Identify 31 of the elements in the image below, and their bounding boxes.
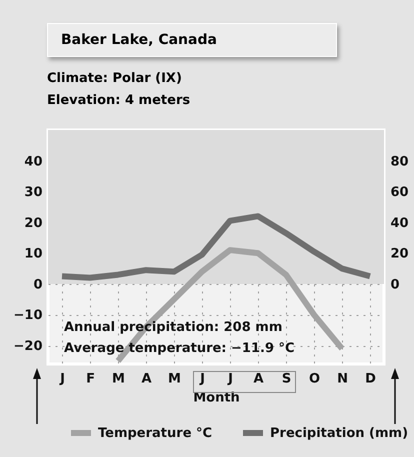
y2-tick-label: 20 [390, 246, 409, 262]
y2-tick-label: 60 [390, 185, 409, 200]
x-tick-label: M [168, 372, 181, 386]
y-tick-label: −10 [14, 308, 42, 324]
x-tick-label: N [337, 372, 348, 386]
y-tick-label: 40 [24, 154, 42, 170]
x-tick-label: J [199, 372, 205, 386]
y2-tick-label: 80 [390, 154, 409, 170]
x-tick-label: A [253, 372, 264, 386]
x-tick-label: O [308, 372, 320, 386]
x-tick-label: A [141, 372, 152, 386]
annotation: Annual precipitation: 208 mm [64, 320, 282, 335]
chart-title: Baker Lake, Canada [47, 23, 337, 57]
x-tick-label: F [86, 372, 95, 386]
x-tick-label: D [365, 372, 376, 386]
y2-tick-label: 40 [390, 216, 409, 231]
x-tick-label: J [59, 372, 65, 386]
annotation: Average temperature: −11.9 °C [64, 341, 295, 356]
y-tick-label: 30 [24, 185, 42, 200]
x-axis-title: Month [193, 390, 240, 406]
legend-label: Precipitation (mm) [270, 426, 408, 441]
y2-tick-label: 0 [390, 277, 400, 292]
x-tick-label: J [227, 372, 233, 386]
x-tick-label: M [112, 372, 125, 386]
y-tick-label: 20 [24, 216, 42, 231]
y-tick-label: 10 [24, 246, 42, 262]
legend-label: Temperature °C [98, 426, 212, 441]
y-tick-label: −20 [14, 339, 42, 354]
x-tick-label: S [282, 372, 292, 386]
chart-subtitle: Climate: Polar (IX) Elevation: 4 meters [47, 70, 190, 110]
y-tick-label: 0 [33, 277, 42, 292]
